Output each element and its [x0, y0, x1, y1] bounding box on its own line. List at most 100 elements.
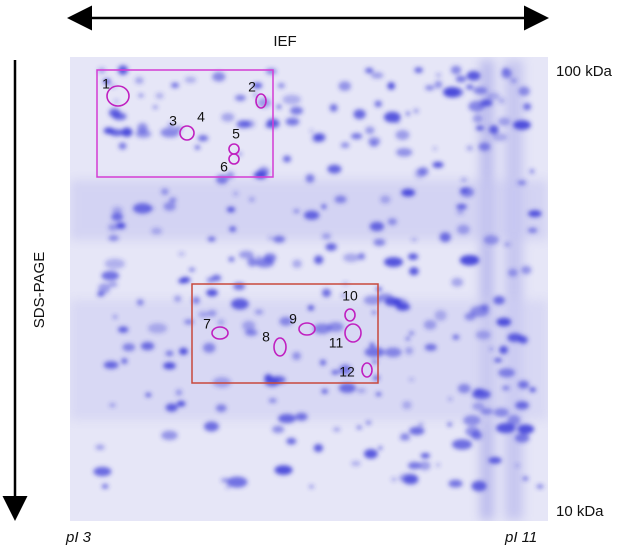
spot [278, 413, 296, 424]
spot [285, 117, 300, 126]
spot [334, 195, 347, 204]
spot-label: 4 [197, 109, 205, 125]
spot [483, 235, 499, 245]
spot [436, 463, 440, 467]
spot [369, 342, 375, 347]
spot [252, 82, 263, 89]
spot [489, 347, 494, 351]
spot [98, 283, 111, 294]
spot [163, 362, 176, 370]
spot [217, 318, 225, 326]
spot [423, 319, 437, 330]
spot [365, 126, 375, 135]
spot [375, 287, 383, 291]
spot [405, 111, 410, 116]
spot [507, 333, 523, 343]
spot [472, 114, 483, 123]
spot [521, 265, 532, 275]
spot [466, 70, 481, 81]
spot [113, 315, 118, 319]
spot [327, 164, 342, 174]
spot [225, 485, 231, 489]
gel-spots [93, 65, 544, 492]
spot-circle [361, 362, 373, 378]
spot [104, 258, 126, 269]
spot [507, 414, 521, 426]
spot [171, 82, 180, 88]
spot-circle [179, 125, 195, 141]
spot [121, 127, 133, 137]
spot-label: 11 [329, 335, 344, 351]
spot [93, 466, 112, 477]
spot [292, 259, 302, 268]
spot [174, 295, 182, 302]
spot [286, 437, 297, 445]
spot [221, 112, 235, 122]
spot-label: 12 [339, 364, 355, 380]
spot [313, 444, 323, 453]
spot [536, 484, 544, 489]
spot [401, 188, 416, 197]
spot [109, 403, 116, 408]
spot [468, 100, 485, 112]
spot [274, 465, 293, 475]
spot [257, 255, 261, 259]
spot [472, 402, 485, 411]
spot [518, 86, 530, 96]
spot [512, 120, 531, 130]
spot [338, 364, 352, 376]
spot [396, 147, 413, 157]
spot [295, 412, 308, 421]
spot [341, 293, 347, 298]
spot [255, 258, 275, 268]
spot [160, 127, 180, 138]
spot [350, 133, 363, 140]
spot [236, 120, 251, 129]
spot [116, 222, 126, 230]
spot [108, 235, 119, 241]
spot [101, 270, 120, 281]
spot [369, 221, 385, 232]
spot [152, 105, 158, 109]
spot [279, 316, 293, 326]
spot [451, 277, 464, 287]
spot [369, 141, 379, 147]
spot [178, 252, 185, 256]
spot [384, 257, 403, 267]
spot [510, 78, 518, 84]
spot [192, 296, 200, 305]
spot [122, 343, 136, 352]
spot [493, 295, 505, 305]
spot [231, 298, 249, 310]
spot [321, 204, 327, 209]
spot [203, 342, 216, 353]
spot [527, 227, 538, 233]
spot [343, 253, 360, 263]
spot [471, 389, 491, 400]
spot [237, 152, 243, 156]
spot [497, 117, 511, 126]
spot [290, 106, 304, 115]
spot [309, 129, 314, 133]
spot [313, 323, 332, 335]
spot [102, 78, 111, 85]
spot [387, 82, 396, 90]
sds-label: SDS-PAGE [31, 252, 48, 328]
spot-circle [106, 85, 130, 107]
spot [147, 323, 168, 334]
spot [434, 80, 443, 89]
spot [121, 358, 128, 364]
ief-label: IEF [273, 33, 296, 50]
spot [380, 195, 391, 204]
spot [167, 122, 175, 127]
spot [108, 223, 119, 232]
spot [95, 444, 105, 450]
spot-label: 1 [102, 76, 110, 92]
spot [405, 336, 410, 341]
spot [108, 282, 118, 287]
spot [321, 389, 328, 394]
spot [409, 267, 419, 276]
spot [365, 420, 372, 425]
